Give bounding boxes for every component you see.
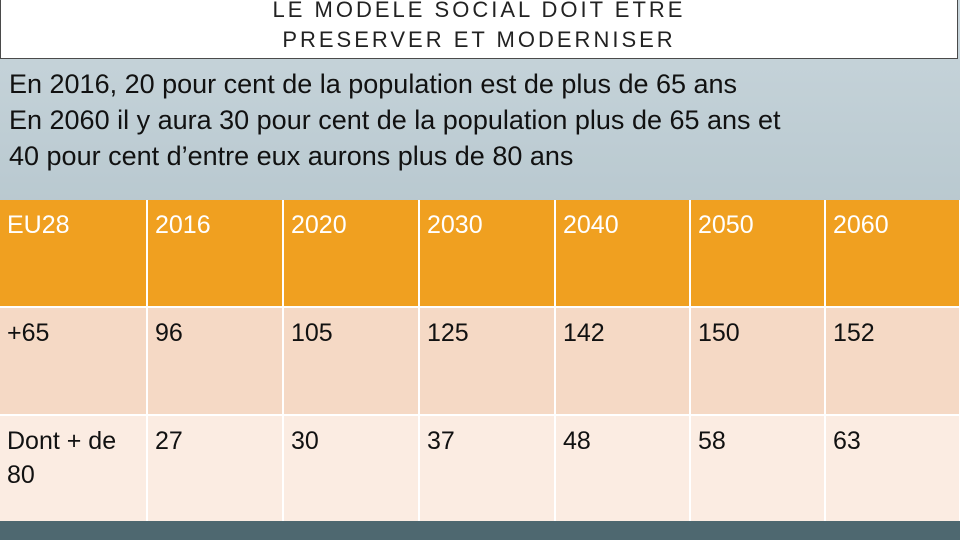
table-row: Dont + de 80 27 30 37 48 58 63 xyxy=(0,415,960,524)
table-cell: 27 xyxy=(147,415,284,524)
table-cell: 30 xyxy=(283,415,420,524)
intro-text: En 2016, 20 pour cent de la population e… xyxy=(9,66,954,174)
table-header-cell: 2060 xyxy=(825,200,960,308)
population-table: EU28 2016 2020 2030 2040 2050 2060 +65 9… xyxy=(0,200,960,524)
intro-line-2: En 2060 il y aura 30 pour cent de la pop… xyxy=(9,105,781,135)
table-cell: 37 xyxy=(419,415,556,524)
intro-line-3: 40 pour cent d’entre eux aurons plus de … xyxy=(9,141,574,171)
table-header-cell: 2040 xyxy=(555,200,691,308)
slide-title-line-1: LE MODELE SOCIAL DOIT ETRE xyxy=(272,0,686,22)
table-header-cell: 2016 xyxy=(147,200,284,308)
table-cell: 58 xyxy=(690,415,826,524)
table-header-row: EU28 2016 2020 2030 2040 2050 2060 xyxy=(0,200,960,308)
table-row: +65 96 105 125 142 150 152 xyxy=(0,307,960,416)
table-cell: +65 xyxy=(0,307,148,416)
table-cell: 152 xyxy=(825,307,960,416)
table-cell: 48 xyxy=(555,415,691,524)
slide-title-line-2: PRESERVER ET MODERNISER xyxy=(282,27,676,52)
table-header-cell: 2020 xyxy=(283,200,420,308)
table-header-cell: 2030 xyxy=(419,200,556,308)
intro-line-1: En 2016, 20 pour cent de la population e… xyxy=(9,69,738,99)
slide-title: LE MODELE SOCIAL DOIT ETRE PRESERVER ET … xyxy=(0,0,958,59)
table-cell: 96 xyxy=(147,307,284,416)
bottom-bar xyxy=(0,521,960,540)
table-cell: 125 xyxy=(419,307,556,416)
table-cell: 150 xyxy=(690,307,826,416)
table-cell: 142 xyxy=(555,307,691,416)
table-cell: 105 xyxy=(283,307,420,416)
table-cell: 63 xyxy=(825,415,960,524)
table-header-cell: EU28 xyxy=(0,200,148,308)
table-header-cell: 2050 xyxy=(690,200,826,308)
table-cell: Dont + de 80 xyxy=(0,415,148,524)
